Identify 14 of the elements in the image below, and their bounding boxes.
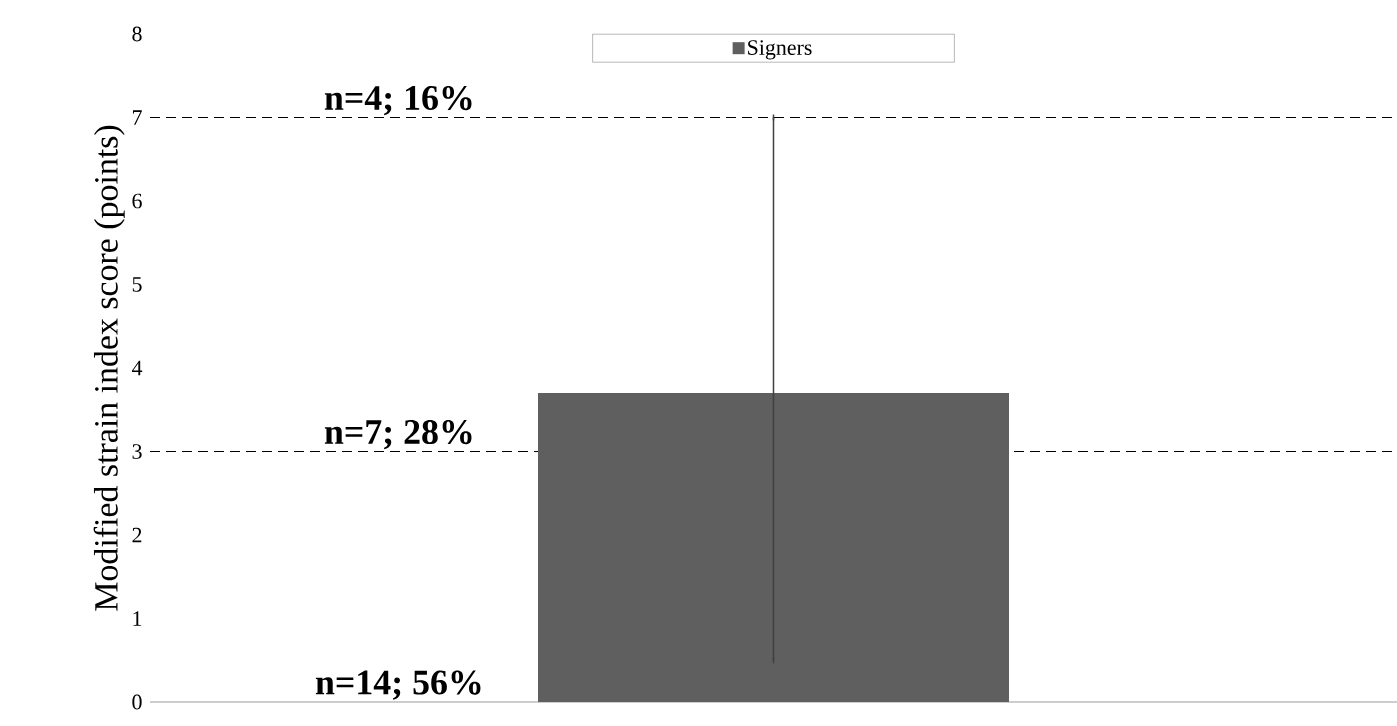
y-tick-label: 8 [132,26,142,42]
legend-label: Signers [748,40,812,60]
y-tick-label: 5 [132,277,142,292]
y-tick-label: 4 [131,360,143,376]
y-tick-label: 6 [132,193,142,209]
y-tick-label: 3 [132,444,142,459]
y-tick-label: 7 [132,110,142,125]
y-axis-title: Modified strain index score (points) [93,125,125,611]
annotation: n=14; 56% [315,670,481,700]
y-tick-label: 2 [132,527,142,543]
y-tick-label: 1 [133,611,142,626]
y-tick-label: 0 [132,694,142,710]
annotation: n=7; 28% [324,419,472,450]
annotation: n=4; 16% [324,85,472,116]
